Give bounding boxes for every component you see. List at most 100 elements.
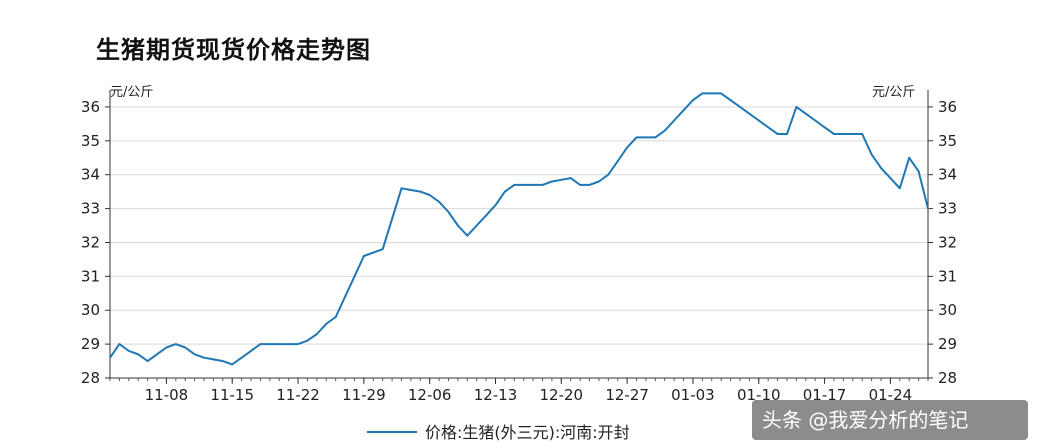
data-point [598,180,600,183]
data-point [212,358,215,361]
chart-title: 生猪期货现货价格走势图 [96,36,371,64]
data-point [137,353,140,356]
x-tick-label: 01-03 [671,386,715,404]
data-point [880,167,882,169]
x-tick-label: 12-13 [474,386,518,404]
data-point [833,133,835,135]
data-point [513,184,516,186]
data-point [128,350,130,352]
data-point [748,112,751,115]
y-tick-label-right: 32 [938,233,957,251]
data-point [250,350,252,352]
data-point [673,119,675,122]
y-tick-label-right: 36 [938,98,957,116]
y-tick-label-right: 35 [938,132,957,150]
data-point [804,112,807,115]
data-point [146,360,149,362]
data-point [316,333,318,335]
data-point [240,356,243,359]
data-point [786,133,788,135]
data-point [710,92,713,95]
y-tick-label-left: 36 [81,98,100,116]
data-point [278,343,281,345]
y-tick-label-right: 28 [938,369,957,387]
axes [109,90,929,379]
data-point [607,173,610,176]
data-point [381,248,384,251]
data-point [485,214,487,217]
y-tick-label-left: 30 [81,301,100,319]
data-point [739,106,741,108]
data-point [701,92,704,95]
data-point [400,187,403,190]
y-tick-label-left: 29 [81,335,100,353]
data-point [776,133,779,135]
data-point [222,360,224,362]
data-point [466,234,469,237]
right-unit-label: 元/公斤 [872,85,915,100]
y-tick-label-right: 31 [938,267,957,285]
data-point [626,146,628,149]
x-tick-label: 01-17 [803,386,847,404]
data-point [851,133,854,135]
data-point [927,207,929,210]
data-point [428,194,431,196]
x-tick-label: 12-27 [605,386,649,404]
data-point [447,211,450,213]
data-point [193,353,196,356]
data-point [551,180,553,183]
watermark-text: 头条 @我爱分析的笔记 [762,408,968,432]
data-point [720,92,722,95]
data-point [645,136,647,139]
data-point [767,126,769,129]
x-tick-label: 11-15 [210,386,254,404]
legend: 价格:生猪(外三元):河南:开封 [367,423,630,442]
y-tick-label-left: 32 [81,233,100,251]
data-point [363,255,365,257]
data-point [541,184,544,186]
data-point [494,204,497,206]
data-point [842,133,845,135]
data-point [353,275,356,278]
y-tick-label-left: 33 [81,200,100,218]
data-point [325,322,328,325]
data-point [165,346,168,349]
data-point [269,343,271,345]
legend-label: 价格:生猪(外三元):河南:开封 [425,423,630,442]
series-line [109,92,929,366]
x-tick-labels: 11-08 11-15 11-22 11-29 12-06 12-13 12-20 12-27… [109,378,929,404]
data-point [654,136,657,139]
y-tick-label-right: 29 [938,335,957,353]
data-point [231,363,234,366]
data-point [175,343,177,345]
data-point [344,295,346,298]
y-tick-label-right: 34 [938,166,957,184]
y-tick-label-left: 28 [81,369,100,387]
data-point [109,356,111,359]
data-point [870,153,873,156]
data-point [757,119,760,122]
data-point [569,177,572,179]
data-point [475,224,478,227]
data-point [889,177,892,179]
data-point [692,99,694,101]
series-layer [109,92,929,366]
data-point [203,356,205,359]
y-tick-label-right: 30 [938,301,957,319]
data-point [410,189,412,191]
data-point [118,343,121,345]
data-point [898,187,901,190]
y-tick-label-left: 35 [81,132,100,150]
x-tick-label: 12-06 [408,386,452,404]
data-point [908,156,910,159]
data-point [823,126,826,129]
data-point [917,170,920,173]
watermark: 头条 @我爱分析的笔记 [752,400,1028,440]
data-point [457,224,459,227]
data-point [588,184,591,186]
y-tick-label-left: 34 [81,166,100,184]
data-point [532,184,534,186]
x-tick-label: 01-24 [869,386,913,404]
x-tick-label: 11-29 [342,386,386,404]
